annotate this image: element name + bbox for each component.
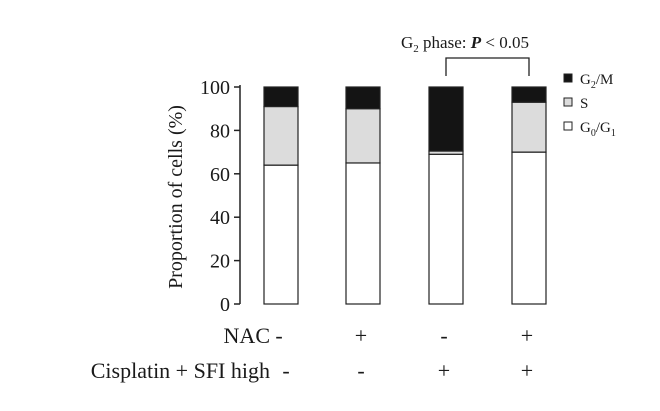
y-tick-label: 20 [210,251,230,273]
bar-segment-g0g1-3 [428,153,464,305]
treatment-sign: + [521,358,533,383]
significance-label: G2 phase: P < 0.05 [401,33,529,55]
bar-segment-g0g1-4 [511,151,547,305]
significance-annotation: G2 phase: P < 0.05 [401,33,530,76]
legend-swatch [563,121,573,131]
bar-segment-s-1 [263,105,299,166]
bar-segment-g2m-4 [511,86,547,103]
treatment-table: NAC - + - +Cisplatin + SFI high - - + + [91,323,533,383]
y-tick-label: 60 [210,164,230,186]
bar-segment-g0g1-1 [263,164,299,305]
treatment-row-label: Cisplatin + SFI high [91,358,270,383]
treatment-sign: + [355,323,367,348]
bar-segment-g2m-1 [263,86,299,108]
bar-segment-g2m-2 [345,86,381,110]
y-tick-label: 100 [200,77,230,99]
legend-label: G2/M [580,72,613,91]
bar-segment-s-2 [345,108,381,164]
y-tick-label: 0 [220,294,230,316]
bar-segment-s-4 [511,101,547,153]
treatment-sign: - [357,358,364,383]
legend-label: S [580,96,588,112]
chart-axes: 0 20 40 60 80 100 [200,77,241,316]
legend-swatch [563,97,573,107]
legend-swatch [563,73,573,83]
treatment-row-label: NAC [224,323,270,348]
chart-legend: G2/M S G0/G1 [563,72,616,139]
treatment-sign: + [521,323,533,348]
y-tick-label: 40 [210,207,230,229]
bar-segment-g0g1-2 [345,162,381,305]
treatment-sign: - [275,323,282,348]
treatment-sign: - [440,323,447,348]
chart-bars [263,86,547,305]
y-tick-label: 80 [210,120,230,142]
treatment-sign: + [438,358,450,383]
y-axis-label: Proportion of cells (%) [165,105,187,289]
legend-label: G0/G1 [580,120,616,139]
bar-segment-g2m-3 [428,86,464,152]
significance-bracket [445,57,530,76]
treatment-sign: - [282,358,289,383]
